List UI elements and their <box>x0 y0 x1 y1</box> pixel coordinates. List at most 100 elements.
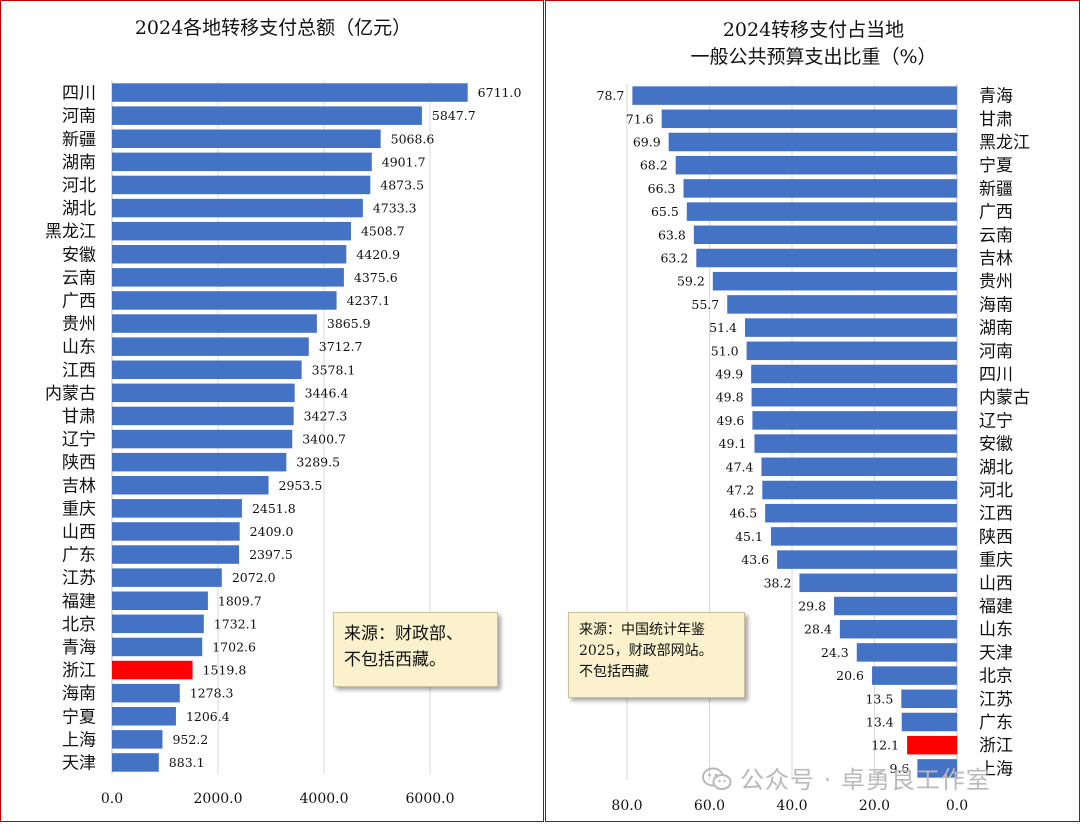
value-label: 2397.5 <box>249 547 293 562</box>
category-label: 广东 <box>979 713 1013 733</box>
value-label: 12.1 <box>871 738 899 753</box>
bar <box>112 522 240 541</box>
value-label: 24.3 <box>821 645 849 660</box>
bar <box>744 318 957 337</box>
value-label: 4237.1 <box>347 293 391 308</box>
value-label: 4375.6 <box>354 270 398 285</box>
bar <box>112 568 222 587</box>
bar <box>112 337 309 356</box>
value-label: 3427.3 <box>304 408 348 423</box>
value-label: 2451.8 <box>252 501 296 516</box>
bar <box>112 175 371 195</box>
category-label: 四川 <box>62 84 96 104</box>
category-label: 北京 <box>979 667 1013 687</box>
bar <box>901 689 957 709</box>
category-label: 重庆 <box>62 499 96 519</box>
category-label: 浙江 <box>62 661 96 681</box>
right-bar-chart: 80.0 60.0 40.0 20.0 0.0 78.7 青海 71.6 甘肃 69.9 黑龙江 68… <box>597 84 1030 814</box>
category-label: 湖南 <box>979 319 1013 339</box>
bar <box>675 155 957 175</box>
value-label: 1278.3 <box>190 686 234 701</box>
bar <box>112 314 317 333</box>
bar <box>112 406 294 426</box>
category-label: 天津 <box>62 753 96 773</box>
bar <box>668 132 957 152</box>
bar <box>752 411 957 430</box>
category-label: 江苏 <box>62 569 96 589</box>
value-label: 68.2 <box>640 158 668 173</box>
value-label: 38.2 <box>764 575 792 590</box>
value-label: 45.1 <box>735 529 763 544</box>
x-tick-label: 20.0 <box>859 798 890 814</box>
category-label: 安徽 <box>62 245 96 265</box>
value-label: 6711.0 <box>478 85 522 100</box>
bar <box>112 753 159 772</box>
value-label: 20.6 <box>836 668 864 683</box>
category-label: 广西 <box>62 291 96 311</box>
value-label: 4901.7 <box>382 154 426 169</box>
bar <box>762 480 957 500</box>
right-note-line-3: 不包括西藏 <box>579 664 649 680</box>
value-label: 78.7 <box>597 88 625 103</box>
category-label: 新疆 <box>62 130 96 150</box>
category-label: 北京 <box>62 615 96 635</box>
value-label: 29.8 <box>798 599 826 614</box>
category-label: 黑龙江 <box>45 222 96 242</box>
category-label: 陕西 <box>62 453 96 473</box>
x-tick-label: 80.0 <box>611 798 642 814</box>
value-label: 9.6 <box>890 761 910 776</box>
bar <box>727 295 957 314</box>
bar <box>112 452 287 472</box>
left-note-line-2: 不包括西藏。 <box>344 650 446 670</box>
bar <box>712 271 957 291</box>
x-tick-label: 40.0 <box>776 798 807 814</box>
watermark-text: 公众号 · 卓勇良工作室 <box>740 766 991 794</box>
category-label: 云南 <box>62 268 96 288</box>
bar <box>112 268 344 287</box>
value-label: 3578.1 <box>312 362 356 377</box>
category-label: 湖南 <box>62 153 96 173</box>
bar <box>112 360 302 379</box>
bar <box>112 707 176 726</box>
category-label: 海南 <box>62 684 96 704</box>
category-label: 山东 <box>62 338 96 358</box>
value-label: 2409.0 <box>250 524 294 539</box>
value-label: 63.8 <box>658 227 686 242</box>
category-label: 青海 <box>62 638 96 658</box>
bar <box>754 434 957 453</box>
value-label: 59.2 <box>677 274 705 289</box>
category-label: 黑龙江 <box>979 133 1030 153</box>
category-label: 广西 <box>979 203 1013 223</box>
category-label: 河北 <box>979 481 1013 501</box>
value-label: 5847.7 <box>432 108 476 123</box>
bar <box>112 383 295 403</box>
value-label: 3289.5 <box>296 455 340 470</box>
value-label: 4420.9 <box>356 247 400 262</box>
category-label: 新疆 <box>979 179 1013 199</box>
value-label: 883.1 <box>169 755 205 770</box>
category-label: 宁夏 <box>979 156 1013 176</box>
bar <box>683 179 957 198</box>
value-label: 43.6 <box>741 552 769 567</box>
bar <box>112 106 422 125</box>
value-label: 49.1 <box>719 436 747 451</box>
category-label: 陕西 <box>979 527 1013 547</box>
bar <box>777 550 957 569</box>
right-note-line-2: 2025，财政部网站。 <box>579 643 713 659</box>
value-label: 71.6 <box>626 111 654 126</box>
bar <box>112 614 204 634</box>
category-label: 吉林 <box>979 249 1013 269</box>
category-label: 甘肃 <box>979 110 1013 130</box>
category-label: 山西 <box>62 522 96 542</box>
category-label: 上海 <box>62 730 96 750</box>
value-label: 952.2 <box>172 732 208 747</box>
x-tick-label: 6000.0 <box>406 791 455 807</box>
x-tick-label: 60.0 <box>694 798 725 814</box>
value-label: 47.4 <box>726 459 754 474</box>
value-label: 2072.0 <box>232 570 276 585</box>
bar <box>112 730 163 749</box>
value-label: 13.5 <box>865 691 893 706</box>
right-chart-title-line-1: 2024转移支付占当地 <box>722 19 905 41</box>
category-label: 浙江 <box>979 736 1013 756</box>
category-label: 江西 <box>62 361 96 381</box>
